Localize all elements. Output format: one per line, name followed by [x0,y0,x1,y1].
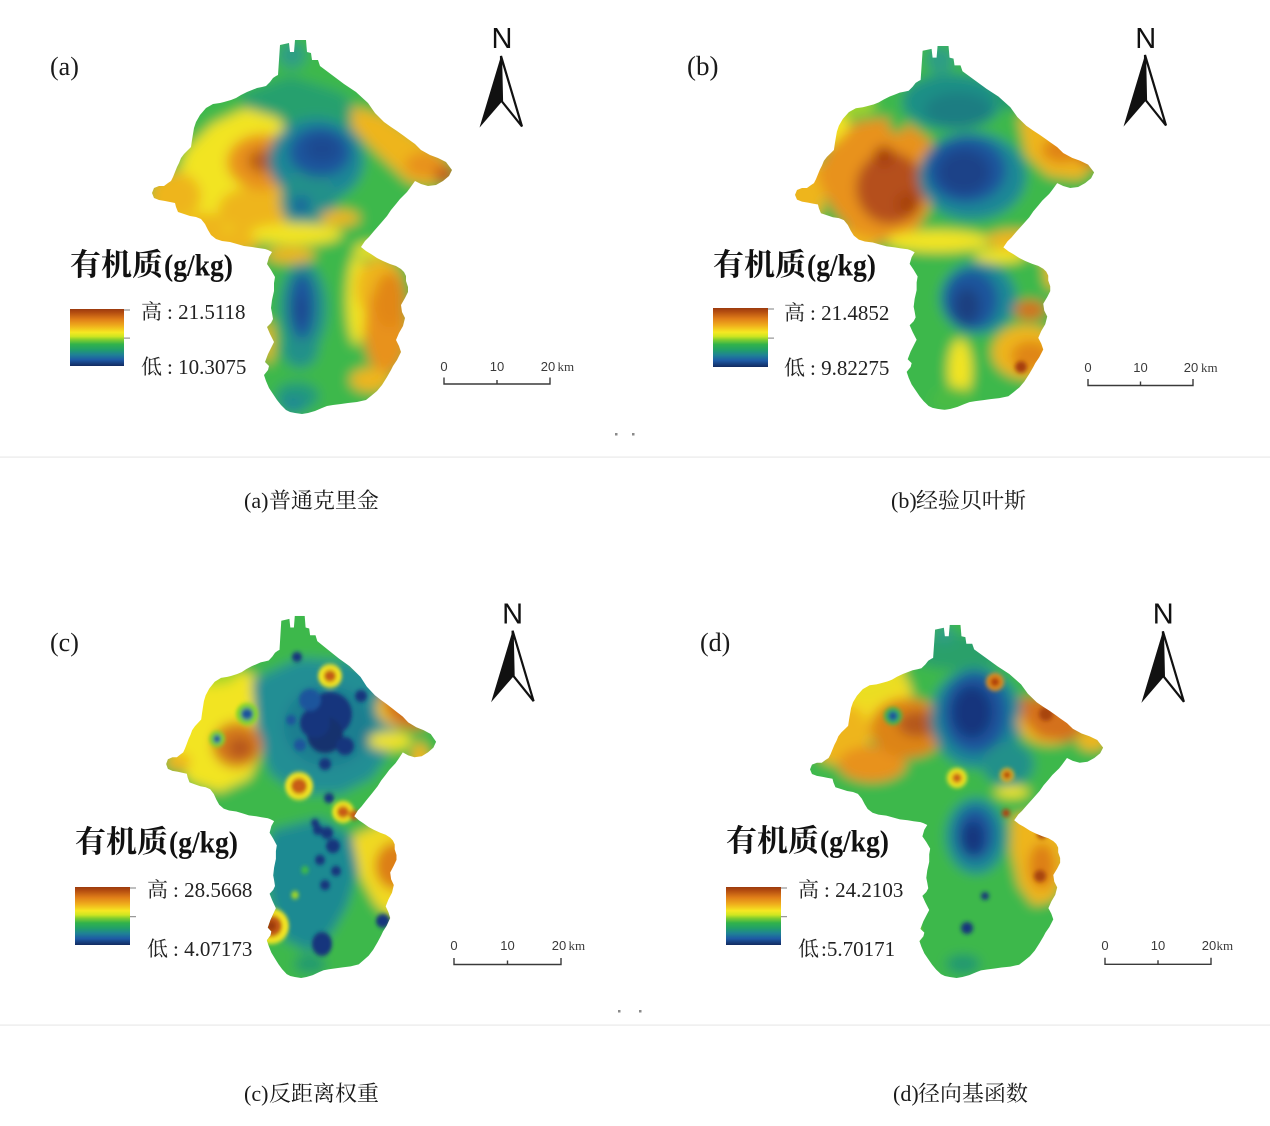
svg-text:(d): (d) [700,628,730,657]
svg-text:(a): (a) [244,488,268,513]
svg-text:: 21.5118: : 21.5118 [167,300,246,324]
svg-text:10: 10 [490,359,504,374]
svg-text:km: km [1201,360,1218,375]
svg-text:: 4.07173: : 4.07173 [173,937,252,961]
svg-text:20: 20 [541,359,555,374]
svg-text:N: N [1153,598,1174,630]
svg-text:km: km [1217,938,1234,953]
svg-text:(a): (a) [50,52,79,81]
svg-text:: 24.2103: : 24.2103 [824,878,903,902]
svg-text:20: 20 [1184,360,1198,375]
svg-text:20: 20 [552,938,566,953]
svg-text:0: 0 [440,359,447,374]
svg-text:N: N [492,23,513,55]
svg-text:(c): (c) [244,1081,268,1106]
svg-text:(b): (b) [687,51,718,81]
svg-text:0: 0 [450,938,457,953]
svg-text:0: 0 [1101,938,1108,953]
svg-text:0: 0 [1084,360,1091,375]
svg-text:10: 10 [1133,360,1147,375]
svg-text:20: 20 [1202,938,1216,953]
svg-text:(g/kg): (g/kg) [164,247,233,282]
svg-text:10: 10 [500,938,514,953]
svg-text:: 21.4852: : 21.4852 [810,301,889,325]
svg-text:(g/kg): (g/kg) [169,824,238,859]
svg-text:(g/kg): (g/kg) [807,247,876,282]
svg-text:(c): (c) [50,628,79,657]
svg-text:N: N [1135,23,1156,55]
svg-text:: 10.3075: : 10.3075 [167,355,246,379]
svg-text:km: km [558,359,575,374]
svg-text:: 9.82275: : 9.82275 [810,356,889,380]
svg-text:: 28.5668: : 28.5668 [173,878,252,902]
svg-text::5.70171: :5.70171 [821,937,895,961]
svg-text:(g/kg): (g/kg) [820,823,889,858]
svg-text:(b): (b) [891,488,917,513]
svg-text:km: km [569,938,586,953]
svg-text:(d): (d) [893,1081,919,1106]
svg-text:N: N [502,598,523,630]
svg-text:10: 10 [1151,938,1165,953]
